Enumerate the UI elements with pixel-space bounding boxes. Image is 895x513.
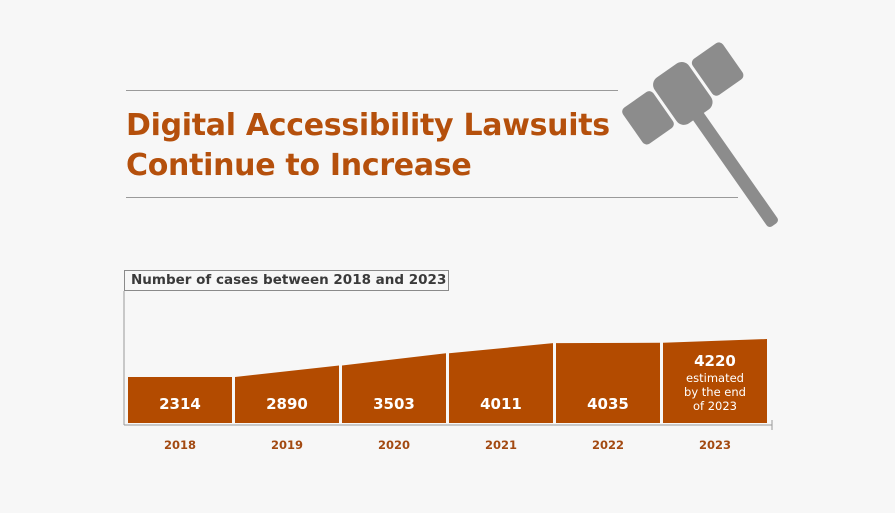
x-tick-label-2021: 2021 xyxy=(485,438,517,452)
bar-2022 xyxy=(556,342,660,423)
title-line-1: Digital Accessibility Lawsuits xyxy=(126,108,610,143)
chart-title-box: Number of cases between 2018 and 2023 xyxy=(124,270,449,291)
x-tick-label-2022: 2022 xyxy=(592,438,624,452)
x-tick-label-2023: 2023 xyxy=(699,438,731,452)
bar-2019 xyxy=(235,365,339,423)
x-tick-label-2020: 2020 xyxy=(378,438,410,452)
annotation-line: estimated xyxy=(686,371,744,385)
bar-2021 xyxy=(449,343,553,423)
gavel-head-left-cap xyxy=(622,91,674,145)
gavel-handle xyxy=(688,106,778,227)
gavel-head-right-cap xyxy=(691,42,744,96)
bottom-divider xyxy=(126,197,738,198)
bar-2023 xyxy=(663,339,767,423)
x-tick-label-2018: 2018 xyxy=(164,438,196,452)
annotation-line: by the end xyxy=(684,385,746,399)
chart-title: Number of cases between 2018 and 2023 xyxy=(131,272,447,288)
data-label-2021: 4011 xyxy=(480,395,522,413)
bar-2018 xyxy=(128,376,232,423)
top-divider xyxy=(126,90,618,91)
bar-2020 xyxy=(342,353,446,423)
data-label-2020: 3503 xyxy=(373,395,415,413)
data-label-2018: 2314 xyxy=(159,395,201,413)
x-tick-label-2019: 2019 xyxy=(271,438,303,452)
data-label-2022: 4035 xyxy=(587,395,629,413)
title-line-2: Continue to Increase xyxy=(126,148,472,183)
annotation-line: of 2023 xyxy=(693,399,737,413)
page-title: Digital Accessibility Lawsuits Continue … xyxy=(126,106,610,186)
gavel-head-middle xyxy=(653,61,713,125)
data-label-2019: 2890 xyxy=(266,395,308,413)
data-label-2023: 4220 xyxy=(694,352,736,370)
